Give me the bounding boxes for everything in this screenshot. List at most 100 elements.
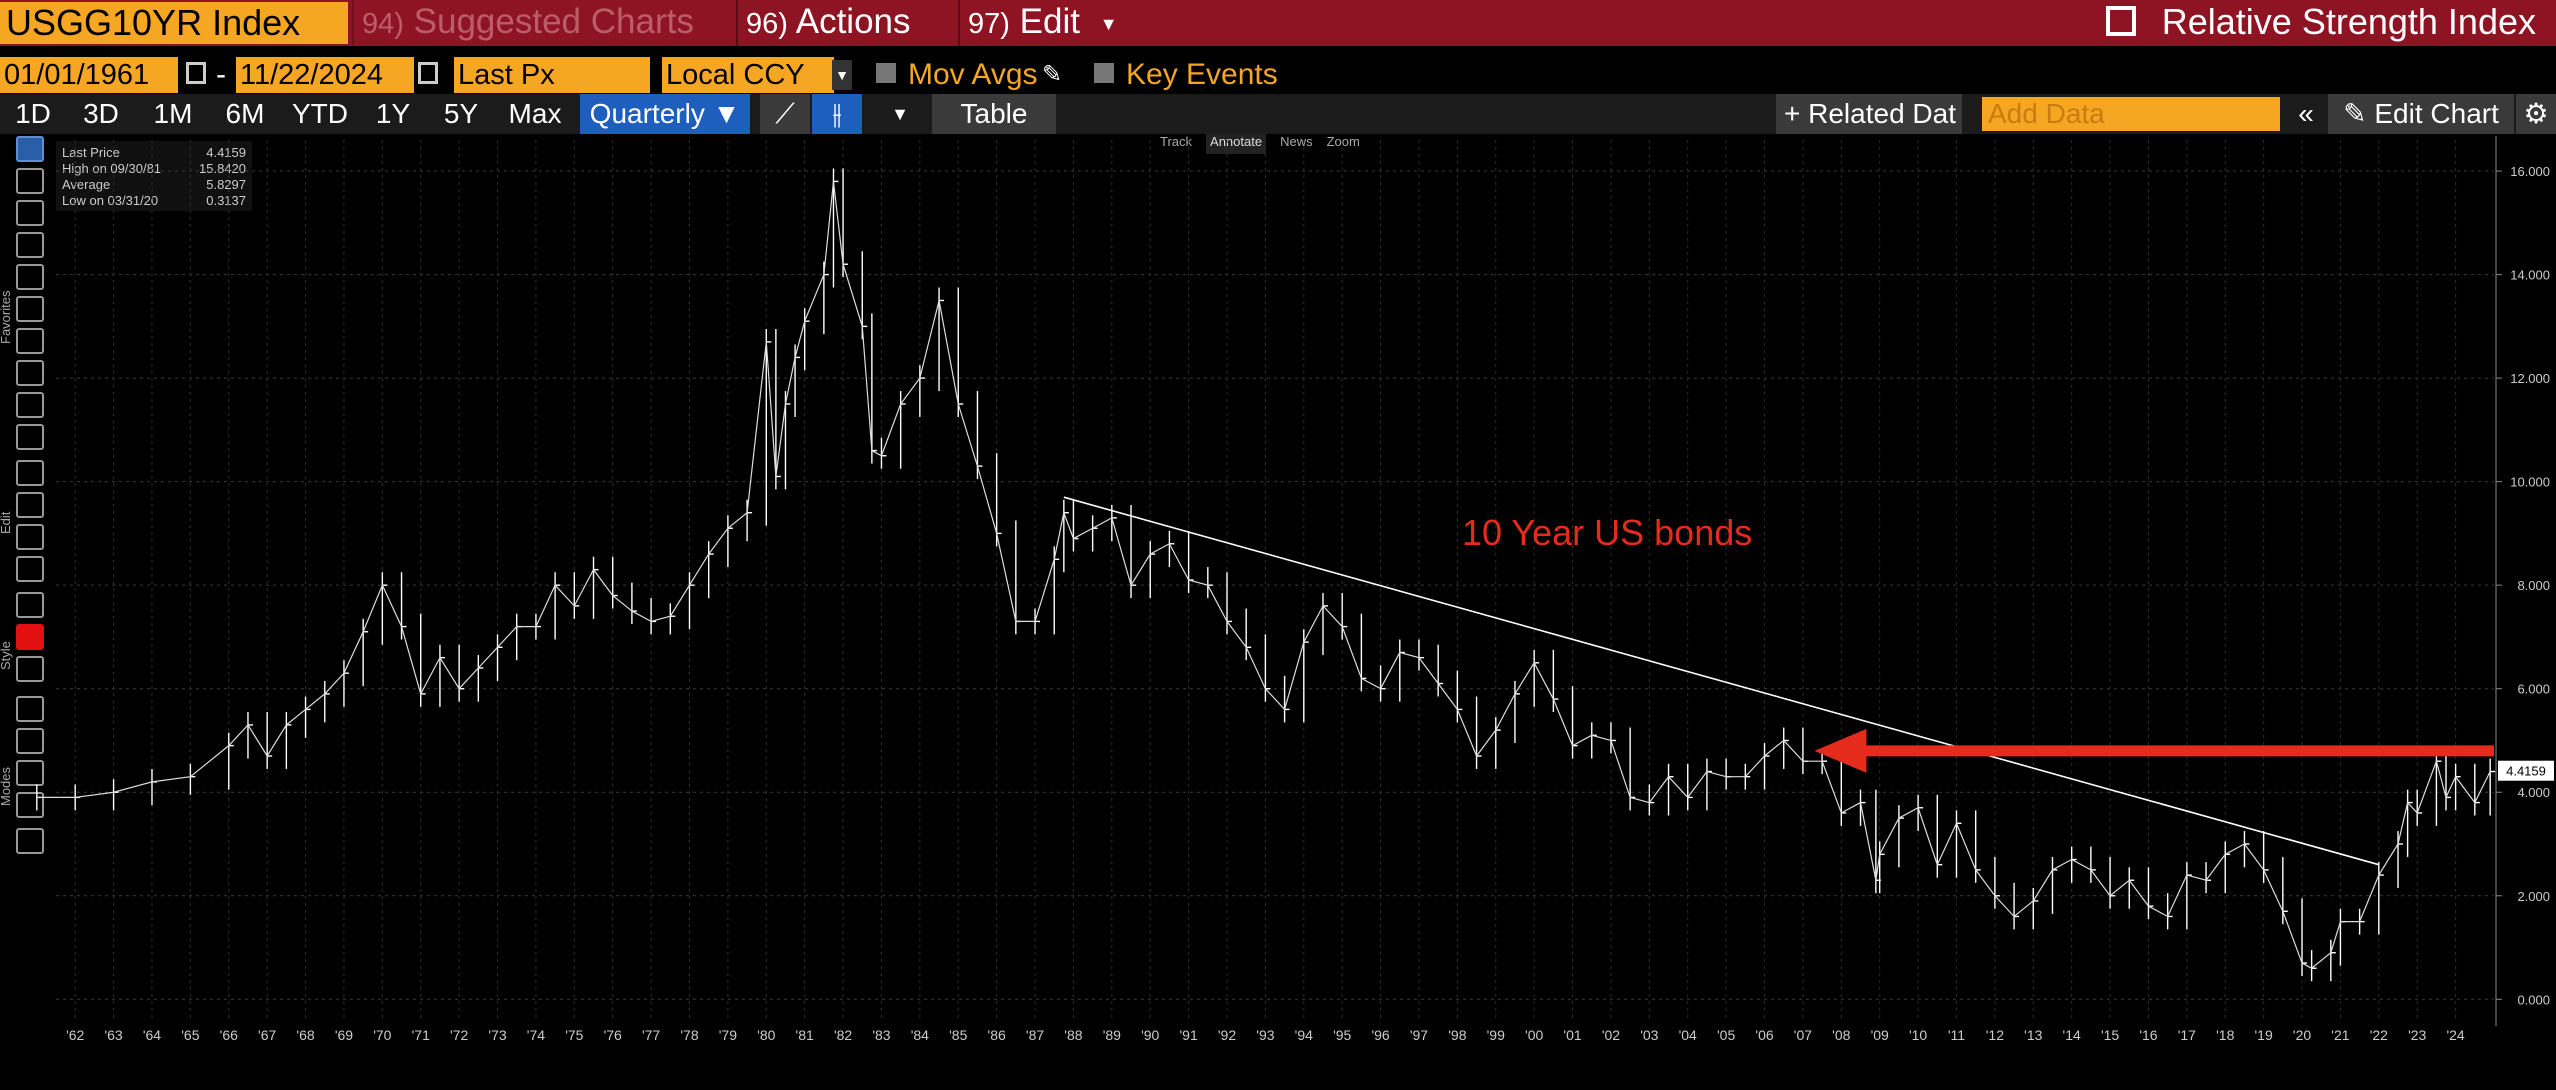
x-tick-label: '88 xyxy=(1064,1027,1082,1043)
x-tick-label: '70 xyxy=(373,1027,391,1043)
x-tick-label: '19 xyxy=(2255,1027,2273,1043)
x-tick-label: '10 xyxy=(1909,1027,1927,1043)
x-tick-label: '84 xyxy=(911,1027,929,1043)
table-button[interactable]: Table xyxy=(932,94,1056,134)
x-tick-label: '62 xyxy=(66,1027,84,1043)
calendar-icon[interactable] xyxy=(186,62,206,84)
calendar-icon[interactable] xyxy=(418,62,438,84)
period-1m[interactable]: 1M xyxy=(153,98,193,129)
zoom-button[interactable]: Zoom xyxy=(1326,134,1360,149)
x-tick-label: '16 xyxy=(2139,1027,2157,1043)
ticker-field[interactable]: USGG10YR Index xyxy=(0,2,348,44)
edit-menu[interactable]: 97) Edit ▼ xyxy=(958,0,1118,46)
draw-mode-icon[interactable] xyxy=(16,696,44,722)
legend-low-label: Low on 03/31/20 xyxy=(62,193,159,208)
plus-icon: + xyxy=(1784,98,1801,129)
chevron-down-icon: ▼ xyxy=(1099,13,1118,34)
study-title[interactable]: Relative Strength Index xyxy=(2105,0,2536,46)
chevron-down-icon[interactable]: ▼ xyxy=(891,104,909,124)
ray-line-icon[interactable] xyxy=(16,360,44,386)
key-events-checkbox[interactable] xyxy=(1094,63,1114,83)
y-tick-label: 0.000 xyxy=(2517,992,2550,1007)
x-tick-label: '83 xyxy=(872,1027,890,1043)
x-tick-label: '91 xyxy=(1179,1027,1197,1043)
period-6m[interactable]: 6M xyxy=(225,98,265,129)
related-data-button[interactable]: + Related Dat xyxy=(1776,94,1962,134)
trend-line xyxy=(1063,496,2380,866)
suggested-charts-menu[interactable]: 94) Suggested Charts ▼ xyxy=(352,0,726,80)
x-tick-label: '97 xyxy=(1410,1027,1428,1043)
palette-icon[interactable] xyxy=(16,792,44,818)
pen-tool-icon[interactable] xyxy=(16,168,44,194)
annotate-button[interactable]: Annotate xyxy=(1206,134,1267,154)
y-tick-label: 4.000 xyxy=(2517,785,2550,800)
dollar-tool-icon[interactable] xyxy=(16,232,44,258)
period-ytd[interactable]: YTD xyxy=(292,98,348,129)
actions-number: 96) xyxy=(746,8,788,40)
news-button[interactable]: News xyxy=(1280,134,1313,149)
edit-chart-label: Edit Chart xyxy=(2374,98,2499,129)
currency-selector[interactable]: Local CCY xyxy=(662,57,834,93)
track-button[interactable]: Track xyxy=(1160,134,1193,149)
x-tick-label: '93 xyxy=(1256,1027,1274,1043)
ohlc-bar-icon[interactable]: ⫲ xyxy=(812,94,862,134)
chevron-down-icon: ▼ xyxy=(712,98,741,129)
chevron-down-icon[interactable]: ▼ xyxy=(832,60,852,90)
magnet-mode-icon[interactable] xyxy=(16,760,44,786)
period-5y[interactable]: 5Y xyxy=(443,98,479,129)
last-value-label: 4.4159 xyxy=(2506,764,2546,779)
key-events-label[interactable]: Key Events xyxy=(1126,58,1278,91)
chart-annotation-text: 10 Year US bonds xyxy=(1462,512,1753,553)
period-max[interactable]: Max xyxy=(508,98,562,129)
mov-avgs-label[interactable]: Mov Avgs xyxy=(908,58,1038,91)
text-style-icon[interactable] xyxy=(16,592,44,618)
r-tool-icon[interactable] xyxy=(16,424,44,450)
x-tick-label: '75 xyxy=(565,1027,583,1043)
x-tick-label: '87 xyxy=(1026,1027,1044,1043)
end-date-field[interactable]: 11/22/2024 xyxy=(236,57,414,93)
line-chart-icon[interactable]: ⟋ xyxy=(760,94,810,134)
legend-high-value: 15.8420 xyxy=(199,161,246,176)
x-tick-label: '21 xyxy=(2331,1027,2349,1043)
period-1y[interactable]: 1Y xyxy=(375,98,411,129)
field-selector[interactable]: Last Px xyxy=(454,57,650,93)
suggested-charts-number: 94) xyxy=(362,8,404,40)
pencil-icon[interactable] xyxy=(16,460,44,486)
start-date-field[interactable]: 01/01/1961 xyxy=(0,57,178,93)
horizontal-line-icon[interactable] xyxy=(16,296,44,322)
suggested-charts-label: Suggested Charts xyxy=(413,2,694,41)
pointer-tool-icon[interactable] xyxy=(16,136,44,162)
date-separator: - xyxy=(216,58,226,91)
period-3d[interactable]: 3D xyxy=(83,98,119,129)
gear-icon[interactable] xyxy=(16,828,44,854)
x-tick-label: '99 xyxy=(1487,1027,1505,1043)
add-data-input[interactable]: Add Data xyxy=(1982,97,2280,131)
fibonacci-tool-icon[interactable] xyxy=(16,264,44,290)
x-tick-label: '00 xyxy=(1525,1027,1543,1043)
frequency-selector[interactable]: Quarterly ▼ xyxy=(580,94,750,134)
trend-line-icon[interactable] xyxy=(16,328,44,354)
edit-chart-button[interactable]: ✎ Edit Chart xyxy=(2328,94,2514,134)
trash-icon[interactable] xyxy=(16,556,44,582)
x-tick-label: '65 xyxy=(181,1027,199,1043)
channel-tool-icon[interactable] xyxy=(16,392,44,418)
line-width-icon[interactable] xyxy=(16,656,44,682)
percent-tool-icon[interactable] xyxy=(16,200,44,226)
pencil-icon[interactable]: ✎ xyxy=(1042,61,1063,88)
x-tick-label: '09 xyxy=(1871,1027,1889,1043)
external-link-icon xyxy=(2105,6,2136,37)
mov-avgs-checkbox[interactable] xyxy=(876,63,896,83)
move-tool-icon[interactable] xyxy=(16,492,44,518)
x-tick-label: '78 xyxy=(680,1027,698,1043)
gear-icon[interactable]: ⚙ xyxy=(2516,94,2556,134)
legend-last-price: Last Price 4.4159 xyxy=(62,145,246,161)
period-1d[interactable]: 1D xyxy=(15,98,51,129)
collapse-icon[interactable]: « xyxy=(2298,98,2314,129)
color-swatch-icon[interactable] xyxy=(16,624,44,650)
x-tick-label: '15 xyxy=(2101,1027,2119,1043)
crosshair-mode-icon[interactable] xyxy=(16,728,44,754)
x-tick-label: '06 xyxy=(1755,1027,1773,1043)
x-tick-label: '71 xyxy=(412,1027,430,1043)
select-tool-icon[interactable] xyxy=(16,524,44,550)
